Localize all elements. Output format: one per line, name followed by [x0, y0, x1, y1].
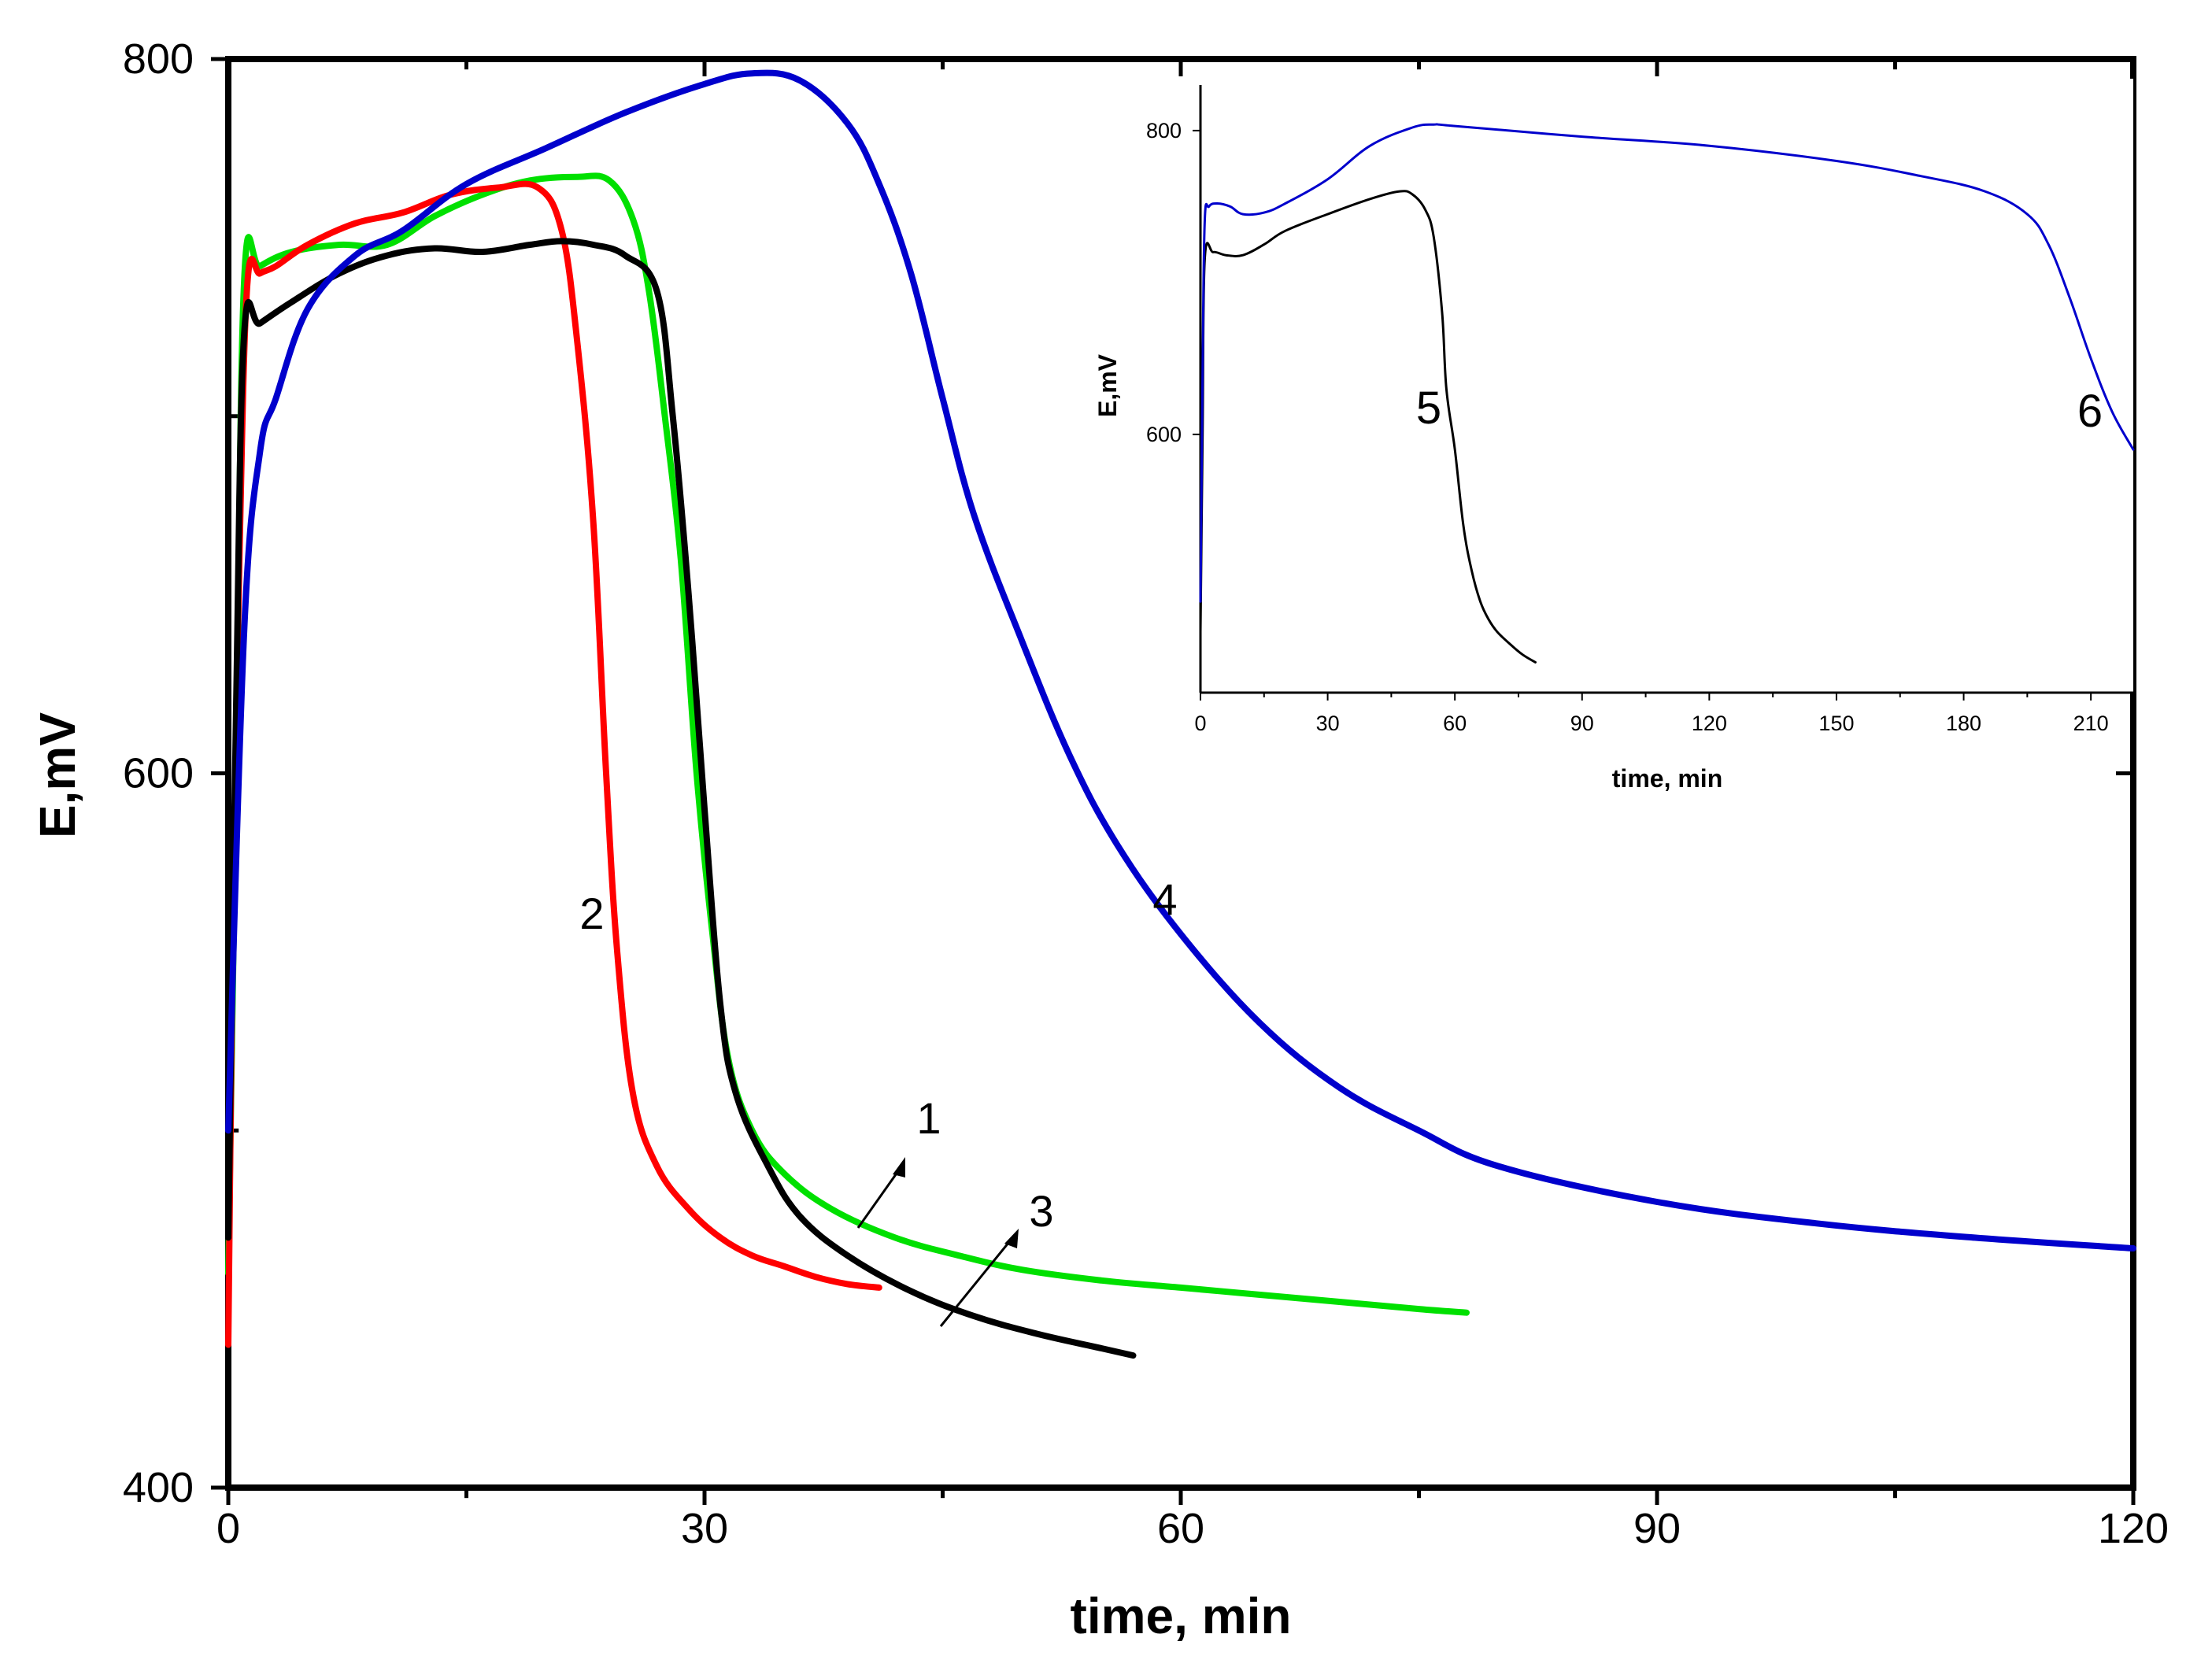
inset-x-tick-label-30: 30: [1316, 712, 1340, 735]
main-x-tick-label-0: 0: [216, 1505, 240, 1552]
main-series-3-line: [225, 238, 1137, 1359]
main-x-axis-title: time, min: [1071, 1588, 1292, 1644]
inset-x-axis-title: time, min: [1612, 764, 1722, 793]
main-series-1-line: [225, 172, 1470, 1316]
inset-x-tick-label-210: 210: [2073, 712, 2109, 735]
main-y-tick-label-400: 400: [123, 1464, 194, 1511]
inset-y-axis-title: E,mV: [1093, 353, 1122, 417]
curve-1-arrowhead: [893, 1157, 905, 1178]
inset-x-tick-label-0: 0: [1194, 712, 1206, 735]
curve-3-arrowhead: [1004, 1229, 1019, 1248]
main-x-tick-label-90: 90: [1633, 1505, 1681, 1552]
curve-label-6: 6: [2077, 386, 2103, 437]
inset-series-5-line: [1199, 190, 1537, 664]
inset-chart: 0 30 60 90 120 150 180 210 600 800 time, min E,mV…: [1093, 79, 2135, 793]
main-y-tick-label-800: 800: [123, 35, 194, 83]
inset-x-tick-label-60: 60: [1443, 712, 1467, 735]
curve-label-5: 5: [1416, 383, 1441, 434]
curve-label-4: 4: [1152, 874, 1177, 924]
inset-x-tick-label-120: 120: [1692, 712, 1727, 735]
main-series-4-line: [225, 69, 2136, 1251]
curve-3-arrow: [939, 1233, 1017, 1327]
curve-label-3: 3: [1029, 1186, 1053, 1236]
inset-y-tick-label-800: 800: [1146, 119, 1182, 142]
main-x-tick-label-120: 120: [2098, 1505, 2169, 1552]
inset-x-tick-label-180: 180: [1946, 712, 1981, 735]
main-y-axis-title: E,mV: [29, 712, 86, 838]
inset-x-tick-label-150: 150: [1818, 712, 1854, 735]
main-x-tick-label-30: 30: [681, 1505, 728, 1552]
inset-series-6-line: [1199, 123, 2135, 603]
curve-label-2: 2: [579, 889, 604, 938]
main-x-tick-label-60: 60: [1157, 1505, 1204, 1552]
inset-background: [1197, 79, 2133, 693]
inset-ticks: 0 30 60 90 120 150 180 210 600 800: [1146, 119, 2109, 735]
inset-series: [1199, 123, 2135, 664]
inset-x-tick-label-90: 90: [1570, 712, 1594, 735]
main-y-tick-label-600: 600: [123, 750, 194, 797]
main-series: [225, 69, 2136, 1359]
curve-label-1: 1: [916, 1093, 941, 1143]
inset-y-tick-label-600: 600: [1146, 423, 1182, 446]
